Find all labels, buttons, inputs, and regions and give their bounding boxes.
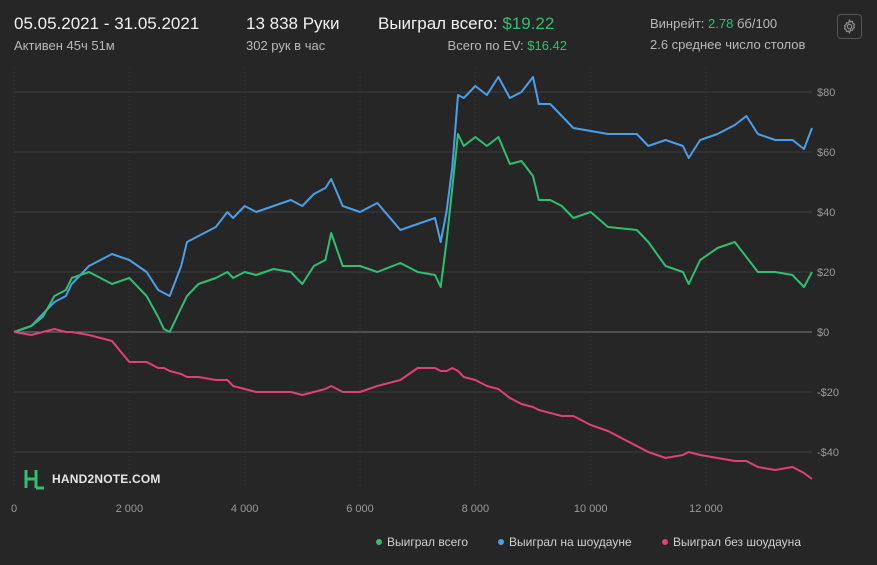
legend-showdown[interactable]: Выиграл на шоудауне bbox=[498, 535, 632, 549]
series-line-non-showdown bbox=[13, 328, 813, 480]
active-time: Активен 45ч 51м bbox=[14, 38, 115, 53]
y-tick-label: -$20 bbox=[817, 387, 839, 399]
y-tick-label: $80 bbox=[817, 87, 835, 99]
legend-label-non-showdown: Выиграл без шоудауна bbox=[673, 535, 801, 549]
ev-value: $16.42 bbox=[527, 38, 567, 53]
legend-non-showdown[interactable]: Выиграл без шоудауна bbox=[662, 535, 801, 549]
y-axis-ticks: $80 $60 $40 $20 $0 -$20 -$40 bbox=[817, 87, 839, 459]
date-range[interactable]: 05.05.2021 - 31.05.2021 bbox=[14, 14, 200, 33]
y-tick-label: $60 bbox=[817, 147, 835, 159]
series-lines bbox=[13, 76, 813, 480]
y-tick-label: $20 bbox=[817, 267, 835, 279]
hand2note-logo: HAND2NOTE.COM bbox=[24, 468, 161, 490]
x-tick-label: 2 000 bbox=[116, 503, 144, 515]
legend-dot-showdown bbox=[498, 539, 504, 545]
winrate-unit: бб/100 bbox=[736, 16, 778, 31]
ev-label: Всего по EV: bbox=[447, 38, 524, 53]
hands-per-hour: 302 рук в час bbox=[246, 38, 326, 53]
hands-count: 13 838 Руки bbox=[246, 14, 340, 33]
x-axis-ticks: 0 2 000 4 000 6 000 8 000 10 000 12 000 bbox=[11, 503, 723, 515]
x-tick-label: 0 bbox=[11, 503, 17, 515]
won-total-label: Выиграл всего: bbox=[378, 14, 498, 33]
winrate: Винрейт: 2.78 бб/100 bbox=[650, 16, 777, 31]
logo-icon bbox=[24, 470, 44, 490]
legend-dot-won-total bbox=[376, 539, 382, 545]
legend-label-showdown: Выиграл на шоудауне bbox=[509, 535, 632, 549]
x-tick-label: 8 000 bbox=[462, 503, 490, 515]
y-tick-label: $0 bbox=[817, 327, 829, 339]
series-line-showdown bbox=[13, 76, 813, 333]
x-tick-label: 6 000 bbox=[346, 503, 374, 515]
won-total-summary: Выиграл всего: $19.22 bbox=[378, 14, 554, 34]
avg-tables: 2.6 среднее число столов bbox=[650, 37, 806, 52]
won-total-value: $19.22 bbox=[502, 14, 555, 33]
y-tick-label: $40 bbox=[817, 207, 835, 219]
legend-dot-non-showdown bbox=[662, 539, 668, 545]
header: 05.05.2021 - 31.05.2021 Активен 45ч 51м … bbox=[0, 0, 877, 60]
ev-summary: Всего по EV: $16.42 bbox=[448, 38, 567, 53]
legend-won-total[interactable]: Выиграл всего bbox=[376, 535, 468, 549]
series-line-won-total bbox=[13, 133, 813, 333]
logo-text: HAND2NOTE.COM bbox=[52, 472, 161, 486]
gear-icon bbox=[843, 19, 856, 34]
chart-area[interactable]: $80 $60 $40 $20 $0 -$20 -$40 0 2 000 4 000 6 000 8… bbox=[0, 60, 877, 530]
settings-button[interactable] bbox=[837, 14, 862, 39]
legend-label-won-total: Выиграл всего bbox=[387, 535, 469, 549]
x-tick-label: 4 000 bbox=[231, 503, 259, 515]
x-tick-label: 12 000 bbox=[689, 503, 723, 515]
winrate-label: Винрейт: bbox=[650, 16, 705, 31]
y-tick-label: -$40 bbox=[817, 447, 839, 459]
x-tick-label: 10 000 bbox=[574, 503, 608, 515]
winrate-value: 2.78 bbox=[708, 16, 734, 31]
